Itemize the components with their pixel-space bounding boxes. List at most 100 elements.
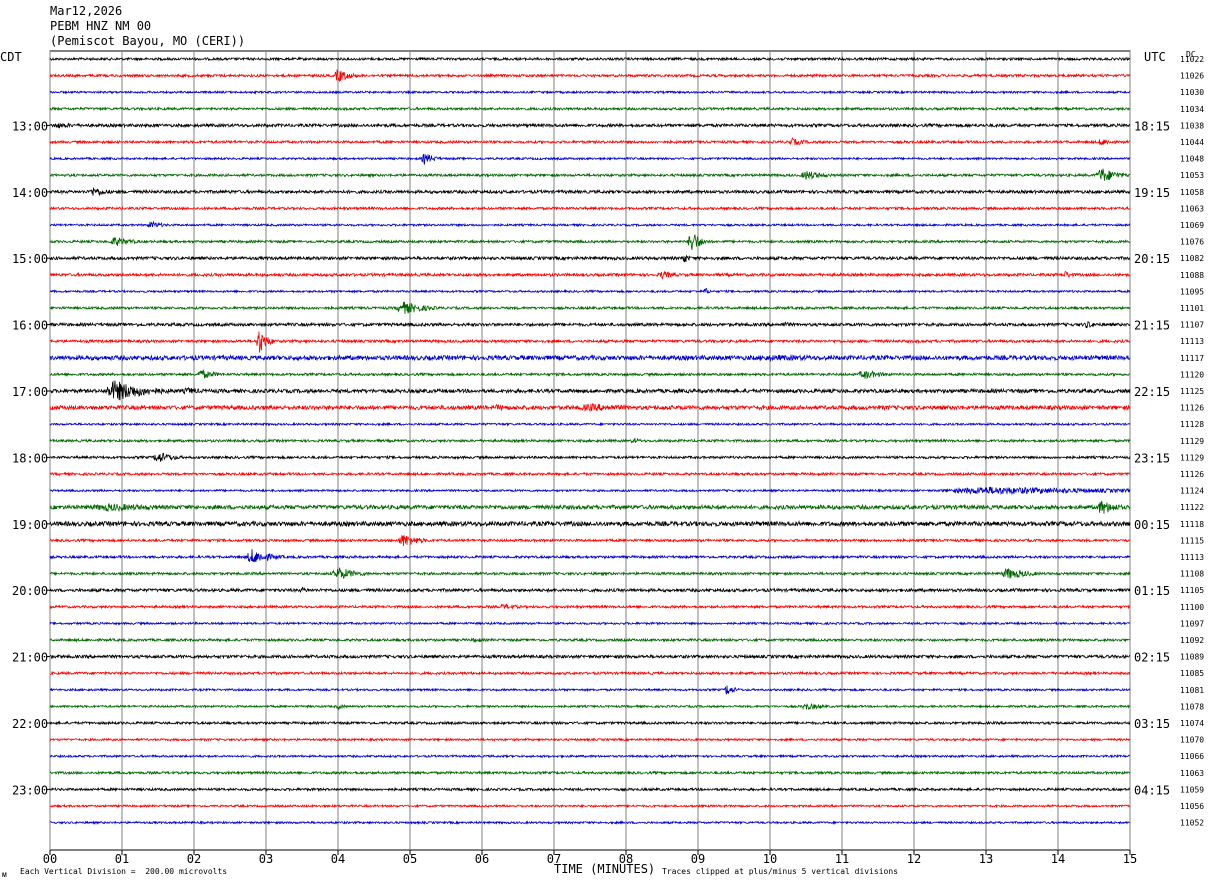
seismic-trace bbox=[50, 471, 1131, 477]
dc-offset-label: 11070 bbox=[1180, 736, 1204, 745]
dc-offset-label: 11125 bbox=[1180, 387, 1204, 396]
seismic-trace bbox=[49, 586, 1131, 594]
dc-offset-label: 11085 bbox=[1180, 669, 1204, 678]
left-axis-title: CDT bbox=[0, 50, 22, 64]
cdt-time-label: 22:00 bbox=[12, 717, 48, 731]
x-tick-label: 15 bbox=[1123, 852, 1137, 866]
seismic-trace bbox=[49, 500, 1131, 514]
utc-time-label: 19:15 bbox=[1134, 186, 1170, 200]
seismic-trace bbox=[49, 720, 1131, 726]
dc-offset-label: 11129 bbox=[1180, 437, 1204, 446]
seismic-trace bbox=[49, 137, 1130, 146]
seismic-trace bbox=[49, 452, 1131, 462]
dc-offset-label: 11107 bbox=[1180, 321, 1204, 330]
seismic-trace bbox=[49, 220, 1131, 228]
seismic-trace bbox=[49, 549, 1131, 563]
dc-offset-label: 11089 bbox=[1180, 653, 1204, 662]
seismic-trace bbox=[49, 68, 1131, 82]
seismic-trace bbox=[49, 786, 1131, 793]
seismic-trace bbox=[49, 620, 1131, 626]
x-tick-label: 00 bbox=[43, 852, 57, 866]
dc-offset-label: 11120 bbox=[1180, 370, 1204, 379]
utc-time-label: 21:15 bbox=[1134, 319, 1170, 333]
dc-title: DC bbox=[1186, 50, 1196, 59]
utc-time-label: 03:15 bbox=[1134, 717, 1170, 731]
cdt-time-label: 17:00 bbox=[12, 385, 48, 399]
x-tick-label: 03 bbox=[259, 852, 273, 866]
seismic-trace bbox=[49, 270, 1131, 280]
utc-time-label: 00:15 bbox=[1134, 518, 1170, 532]
dc-offset-label: 11081 bbox=[1180, 686, 1204, 695]
dc-offset-label: 11101 bbox=[1180, 304, 1204, 313]
seismic-trace bbox=[49, 670, 1131, 676]
dc-offset-label: 11056 bbox=[1180, 802, 1204, 811]
dc-offset-label: 11118 bbox=[1180, 520, 1204, 529]
cdt-time-label: 13:00 bbox=[12, 119, 48, 133]
dc-offset-label: 11044 bbox=[1180, 138, 1204, 147]
cdt-time-label: 18:00 bbox=[12, 451, 48, 465]
utc-time-label: 22:15 bbox=[1134, 385, 1170, 399]
seismic-trace bbox=[49, 254, 1131, 263]
seismic-trace bbox=[49, 637, 1131, 643]
dc-offset-label: 11092 bbox=[1180, 636, 1204, 645]
utc-time-label: 18:15 bbox=[1134, 119, 1170, 133]
seismic-trace bbox=[49, 331, 1131, 353]
utc-time-label: 02:15 bbox=[1134, 651, 1170, 665]
x-tick-label: 08 bbox=[619, 852, 633, 866]
x-tick-label: 05 bbox=[403, 852, 417, 866]
dc-offset-label: 11034 bbox=[1180, 105, 1204, 114]
seismic-trace bbox=[49, 403, 1131, 413]
seismic-trace bbox=[49, 301, 1131, 315]
dc-offset-label: 11052 bbox=[1180, 819, 1204, 828]
cdt-time-label: 23:00 bbox=[12, 783, 48, 797]
x-tick-label: 12 bbox=[907, 852, 921, 866]
dc-offset-label: 11108 bbox=[1180, 570, 1204, 579]
seismic-trace bbox=[49, 770, 1131, 776]
seismic-trace bbox=[49, 753, 1131, 759]
utc-time-label: 20:15 bbox=[1134, 252, 1170, 266]
seismic-trace bbox=[49, 168, 1130, 181]
dc-offset-label: 11038 bbox=[1180, 121, 1204, 130]
dc-offset-label: 11095 bbox=[1180, 287, 1204, 296]
seismic-trace bbox=[49, 703, 1131, 711]
x-tick-label: 07 bbox=[547, 852, 561, 866]
dc-offset-label: 11030 bbox=[1180, 88, 1204, 97]
seismic-trace bbox=[49, 520, 1131, 528]
dc-offset-label: 11082 bbox=[1180, 254, 1204, 263]
x-tick-label: 09 bbox=[691, 852, 705, 866]
dc-offset-label: 11059 bbox=[1180, 785, 1204, 794]
dc-offset-label: 11129 bbox=[1180, 453, 1204, 462]
dc-offset-label: 11117 bbox=[1180, 354, 1204, 363]
seismic-trace bbox=[49, 535, 1131, 547]
header-station: PEBM HNZ NM 00 bbox=[50, 19, 152, 33]
dc-offset-label: 11115 bbox=[1180, 536, 1204, 545]
seismic-trace bbox=[49, 153, 1130, 165]
utc-time-label: 23:15 bbox=[1134, 451, 1170, 465]
cdt-time-label: 19:00 bbox=[12, 518, 48, 532]
dc-offset-label: 11063 bbox=[1180, 204, 1204, 213]
seismic-trace bbox=[49, 437, 1131, 444]
dc-offset-label: 11048 bbox=[1180, 155, 1204, 164]
x-axis-title: TIME (MINUTES) bbox=[554, 862, 656, 876]
seismic-trace bbox=[49, 89, 1131, 95]
dc-offset-label: 11074 bbox=[1180, 719, 1204, 728]
dc-offset-label: 11063 bbox=[1180, 769, 1204, 778]
corner-mark: ᴍ bbox=[2, 870, 7, 879]
cdt-time-label: 20:00 bbox=[12, 584, 48, 598]
x-tick-label: 02 bbox=[187, 852, 201, 866]
dc-offset-label: 11066 bbox=[1180, 752, 1204, 761]
seismic-trace bbox=[49, 653, 1131, 660]
clip-note: Traces clipped at plus/minus 5 vertical … bbox=[662, 867, 899, 876]
seismic-trace bbox=[49, 353, 1131, 363]
dc-offset-label: 11069 bbox=[1180, 221, 1204, 230]
seismic-trace bbox=[49, 205, 1131, 212]
right-axis-title: UTC bbox=[1144, 50, 1166, 64]
seismic-trace bbox=[49, 603, 1131, 610]
dc-offset-label: 11124 bbox=[1180, 487, 1204, 496]
header-location: (Pemiscot Bayou, MO (CERI)) bbox=[50, 34, 246, 48]
dc-offset-label: 11113 bbox=[1180, 337, 1204, 346]
x-tick-label: 04 bbox=[331, 852, 345, 866]
dc-offset-label: 11122 bbox=[1180, 503, 1204, 512]
seismic-trace bbox=[49, 820, 1131, 826]
header-date: Mar12,2026 bbox=[50, 4, 123, 18]
